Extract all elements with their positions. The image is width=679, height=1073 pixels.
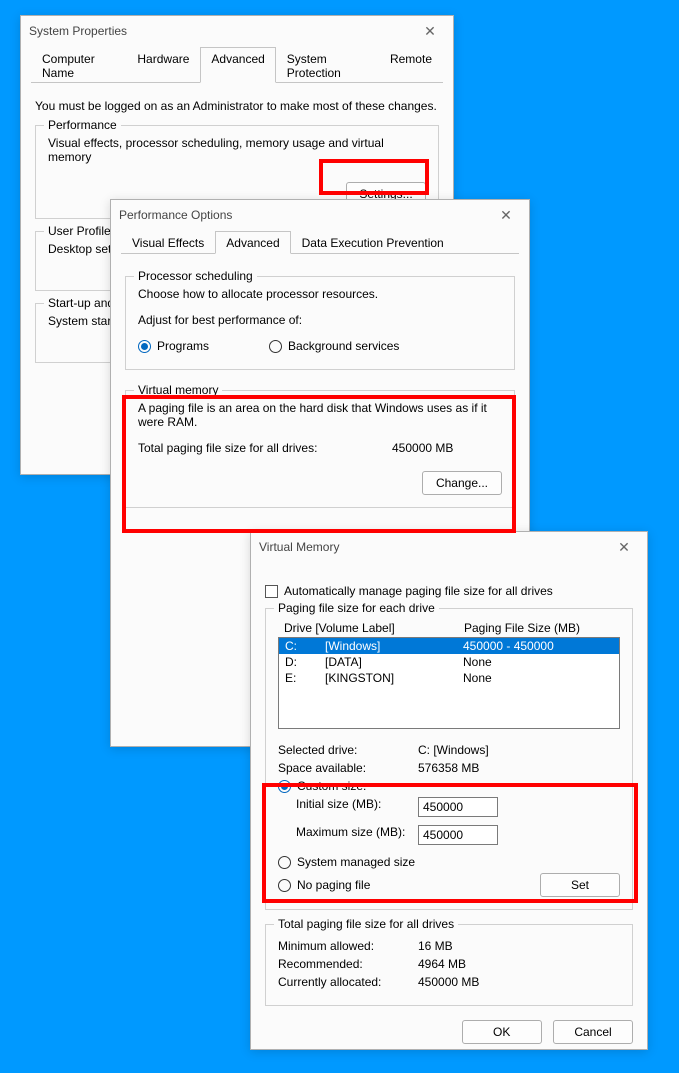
drive-row[interactable]: C:[Windows]450000 - 450000 <box>279 638 619 654</box>
drive-letter: E: <box>285 671 325 685</box>
group-title: Paging file size for each drive <box>274 601 439 615</box>
radio-icon <box>138 340 151 353</box>
radio-label: Custom size: <box>297 779 366 793</box>
selected-drive-label: Selected drive: <box>278 743 418 757</box>
group-title: Performance <box>44 118 121 132</box>
radio-label: Programs <box>157 339 209 353</box>
rec-value: 4964 MB <box>418 957 620 971</box>
selected-drive-value: C: [Windows] <box>418 743 620 757</box>
virtual-memory-window: Virtual Memory ✕ Automatically manage pa… <box>250 531 648 1050</box>
vm-total-label: Total paging file size for all drives: <box>138 441 392 455</box>
sched-desc: Choose how to allocate processor resourc… <box>138 287 502 301</box>
window-title: Performance Options <box>119 208 491 222</box>
drive-size: 450000 - 450000 <box>463 639 613 653</box>
tab-advanced[interactable]: Advanced <box>215 231 290 254</box>
checkbox-icon <box>265 585 278 598</box>
radio-label: No paging file <box>297 878 370 892</box>
tab-computer-name[interactable]: Computer Name <box>31 47 126 83</box>
drive-size: None <box>463 655 613 669</box>
max-size-label: Maximum size (MB): <box>296 825 418 845</box>
drive-letter: D: <box>285 655 325 669</box>
radio-custom-size[interactable]: Custom size: <box>278 779 620 793</box>
initial-size-label: Initial size (MB): <box>296 797 418 817</box>
list-header: Drive [Volume Label] Paging File Size (M… <box>278 619 620 637</box>
radio-background-services[interactable]: Background services <box>269 339 399 353</box>
cur-label: Currently allocated: <box>278 975 418 989</box>
tab-hardware[interactable]: Hardware <box>126 47 200 83</box>
radio-icon <box>278 879 291 892</box>
radio-icon <box>278 780 291 793</box>
space-available-value: 576358 MB <box>418 761 620 775</box>
cancel-button[interactable]: Cancel <box>553 1020 633 1044</box>
drive-list[interactable]: C:[Windows]450000 - 450000D:[DATA]NoneE:… <box>278 637 620 729</box>
virtual-memory-group: Virtual memory A paging file is an area … <box>125 390 515 508</box>
radio-system-managed[interactable]: System managed size <box>278 855 620 869</box>
radio-label: Background services <box>288 339 399 353</box>
radio-icon <box>278 856 291 869</box>
close-icon[interactable]: ✕ <box>415 23 445 40</box>
radio-programs[interactable]: Programs <box>138 339 209 353</box>
min-label: Minimum allowed: <box>278 939 418 953</box>
group-title: Start-up and <box>44 296 118 310</box>
space-available-label: Space available: <box>278 761 418 775</box>
admin-note: You must be logged on as an Administrato… <box>35 99 439 113</box>
window-title: Virtual Memory <box>259 540 609 554</box>
content: Processor scheduling Choose how to alloc… <box>111 254 529 522</box>
initial-size-input[interactable]: 450000 <box>418 797 498 817</box>
group-title: Total paging file size for all drives <box>274 917 458 931</box>
drive-row[interactable]: D:[DATA]None <box>279 654 619 670</box>
cur-value: 450000 MB <box>418 975 620 989</box>
tabs: Visual Effects Advanced Data Execution P… <box>121 230 519 254</box>
group-title: Processor scheduling <box>134 269 257 283</box>
close-icon[interactable]: ✕ <box>609 539 639 556</box>
window-title: System Properties <box>29 24 415 38</box>
radio-icon <box>269 340 282 353</box>
radio-label: System managed size <box>297 855 415 869</box>
rec-label: Recommended: <box>278 957 418 971</box>
ok-button[interactable]: OK <box>462 1020 542 1044</box>
content: Automatically manage paging file size fo… <box>251 562 647 1058</box>
close-icon[interactable]: ✕ <box>491 207 521 224</box>
header-drive: Drive [Volume Label] <box>284 621 464 635</box>
drive-label: [DATA] <box>325 655 463 669</box>
tab-visual-effects[interactable]: Visual Effects <box>121 231 215 254</box>
change-button[interactable]: Change... <box>422 471 502 495</box>
group-title: Virtual memory <box>134 383 222 397</box>
titlebar: Virtual Memory ✕ <box>251 532 647 562</box>
sched-adjust: Adjust for best performance of: <box>138 313 502 327</box>
drive-row[interactable]: E:[KINGSTON]None <box>279 670 619 686</box>
tab-remote[interactable]: Remote <box>379 47 443 83</box>
drive-letter: C: <box>285 639 325 653</box>
tab-system-protection[interactable]: System Protection <box>276 47 379 83</box>
tab-dep[interactable]: Data Execution Prevention <box>291 231 455 254</box>
drive-label: [Windows] <box>325 639 463 653</box>
vm-desc: A paging file is an area on the hard dis… <box>138 401 502 429</box>
auto-manage-checkbox[interactable]: Automatically manage paging file size fo… <box>265 584 633 598</box>
drive-size: None <box>463 671 613 685</box>
checkbox-label: Automatically manage paging file size fo… <box>284 584 553 598</box>
tab-advanced[interactable]: Advanced <box>200 47 275 83</box>
max-size-input[interactable]: 450000 <box>418 825 498 845</box>
vm-total-value: 450000 MB <box>392 441 502 455</box>
titlebar: Performance Options ✕ <box>111 200 529 230</box>
radio-no-paging-file[interactable]: No paging file <box>278 878 540 892</box>
min-value: 16 MB <box>418 939 620 953</box>
titlebar: System Properties ✕ <box>21 16 453 46</box>
drive-label: [KINGSTON] <box>325 671 463 685</box>
tabs: Computer Name Hardware Advanced System P… <box>31 46 443 83</box>
header-size: Paging File Size (MB) <box>464 621 614 635</box>
totals-group: Total paging file size for all drives Mi… <box>265 924 633 1006</box>
processor-scheduling-group: Processor scheduling Choose how to alloc… <box>125 276 515 370</box>
set-button[interactable]: Set <box>540 873 620 897</box>
performance-desc: Visual effects, processor scheduling, me… <box>48 136 426 164</box>
paging-per-drive-group: Paging file size for each drive Drive [V… <box>265 608 633 910</box>
